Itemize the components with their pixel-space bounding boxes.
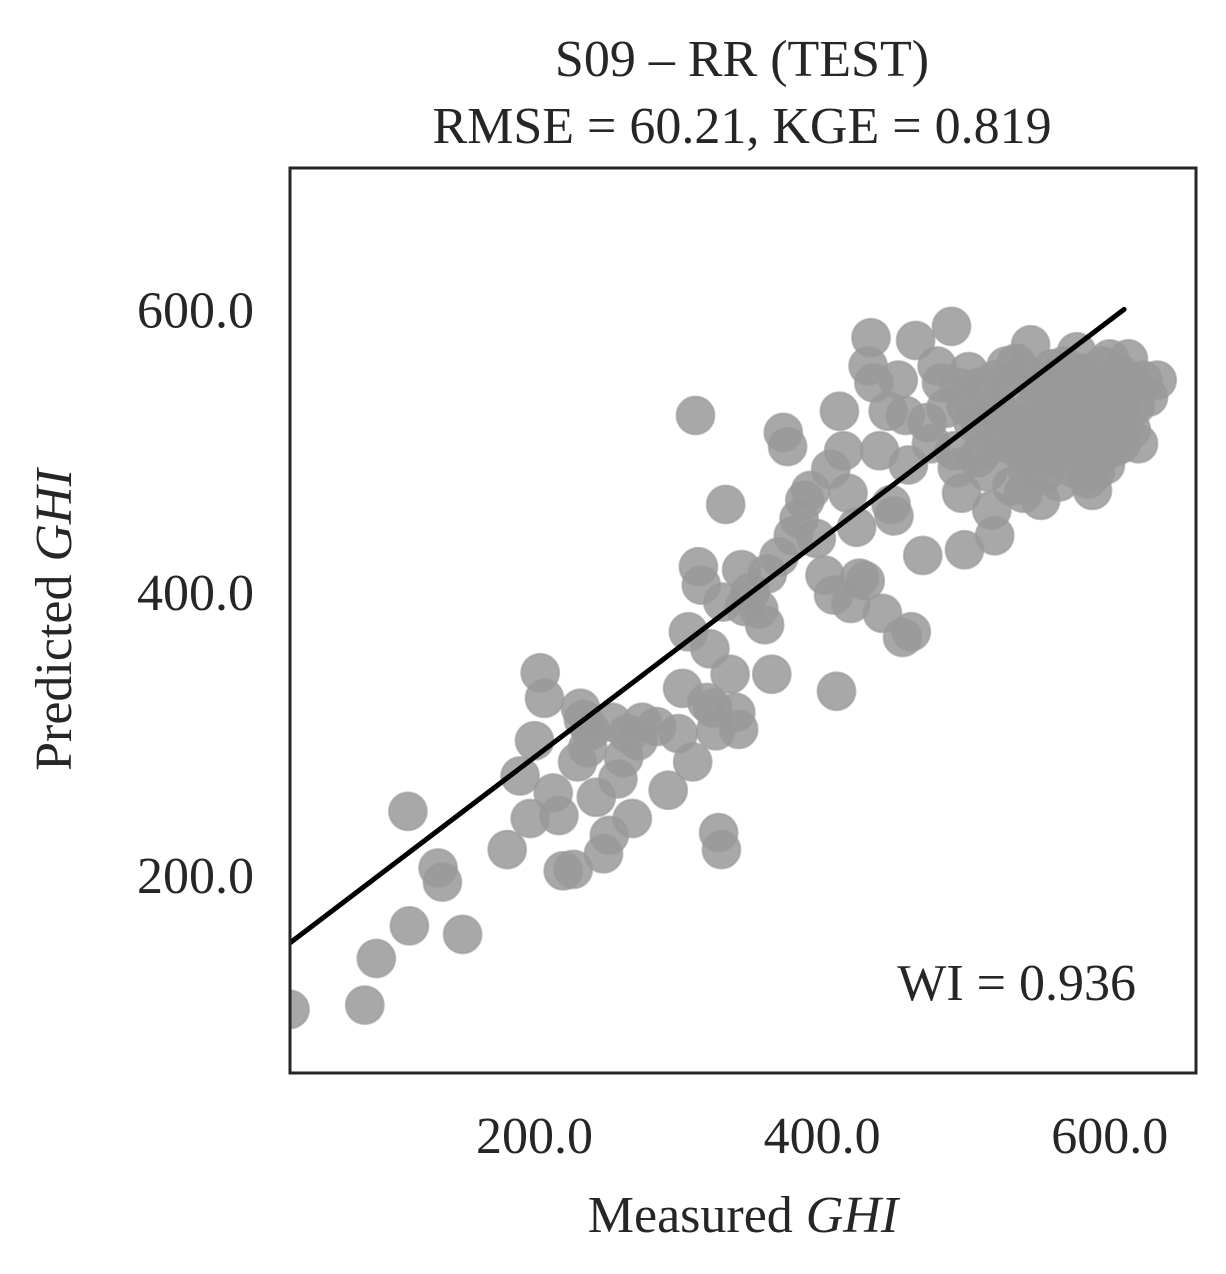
data-point-4 <box>389 905 430 946</box>
data-point-72 <box>819 391 860 432</box>
data-point-111 <box>974 515 1015 556</box>
data-point-8 <box>487 829 528 870</box>
y-tick-label-2: 600.0 <box>137 282 254 339</box>
data-point-6 <box>422 862 463 903</box>
data-point-86 <box>874 495 914 536</box>
data-point-2 <box>356 938 397 979</box>
data-point-99 <box>931 306 972 347</box>
x-tick-label-0: 200.0 <box>476 1108 593 1165</box>
data-point-62 <box>767 426 808 467</box>
x-tick-label-1: 400.0 <box>764 1108 881 1165</box>
data-point-9 <box>500 756 541 796</box>
data-point-172 <box>1003 473 1044 514</box>
data-point-187 <box>1082 433 1123 474</box>
chart-title-line1: S09 – RR (TEST) <box>555 31 929 88</box>
data-point-47 <box>701 829 742 870</box>
data-point-189 <box>1111 362 1152 403</box>
chart-title-line2: RMSE = 60.21, KGE = 0.819 <box>432 98 1051 155</box>
data-point-39 <box>675 395 716 436</box>
data-point-38 <box>672 741 713 782</box>
data-point-183 <box>938 367 979 408</box>
data-point-13 <box>524 678 565 719</box>
scatter-points <box>290 306 1178 1030</box>
y-tick-label-1: 400.0 <box>137 565 254 622</box>
data-point-102 <box>941 473 982 514</box>
x-axis-ticks: 200.0 400.0 600.0 <box>476 1108 1168 1165</box>
data-point-87 <box>878 360 919 401</box>
y-axis-ticks: 200.0 400.0 600.0 <box>137 282 254 905</box>
x-axis-label: Measured GHI <box>588 1187 901 1244</box>
data-point-49 <box>705 484 746 525</box>
data-point-190 <box>1010 402 1051 443</box>
data-point-185 <box>1053 409 1094 450</box>
data-point-78 <box>845 560 886 601</box>
data-point-11 <box>514 720 555 761</box>
data-point-52 <box>718 709 759 750</box>
data-point-34 <box>648 770 689 811</box>
data-point-50 <box>710 654 751 695</box>
data-point-71 <box>816 671 857 712</box>
y-tick-label-0: 200.0 <box>137 848 254 905</box>
data-point-0 <box>290 989 310 1030</box>
data-point-93 <box>902 535 943 576</box>
x-tick-label-2: 600.0 <box>1051 1108 1168 1165</box>
y-axis-label-variable: GHI <box>26 466 83 561</box>
data-point-73 <box>823 430 864 471</box>
plot-frame <box>288 166 1198 1075</box>
wi-annotation: WI = 0.936 <box>897 955 1136 1012</box>
data-point-1 <box>344 985 385 1026</box>
y-axis-label-prefix: Predicted <box>26 562 83 771</box>
data-point-59 <box>751 654 792 695</box>
data-point-80 <box>851 317 891 358</box>
data-point-30 <box>612 798 653 839</box>
data-point-15 <box>538 795 579 836</box>
regression-line <box>290 306 1127 946</box>
data-point-7 <box>442 914 483 955</box>
data-point-3 <box>387 791 428 832</box>
plot-area <box>288 166 1198 1075</box>
data-point-191 <box>1025 360 1065 401</box>
x-axis-label-prefix: Measured <box>588 1187 806 1244</box>
data-point-91 <box>891 611 932 652</box>
y-axis-label: Predicted GHI <box>26 466 83 770</box>
x-axis-label-variable: GHI <box>806 1187 901 1244</box>
data-point-57 <box>744 604 785 645</box>
